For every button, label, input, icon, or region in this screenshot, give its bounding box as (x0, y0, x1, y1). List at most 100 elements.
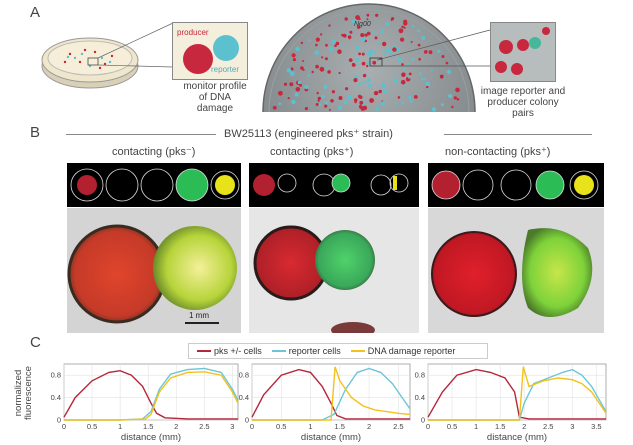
plate-colony (335, 41, 340, 46)
plate-colony (291, 99, 296, 105)
profile-chart-contacting-neg: 0 0.5 1 1.5 2 2.5 3 0 0.4 0.8 distance (mm) (51, 363, 239, 442)
plate-colony (325, 43, 328, 47)
plate-colony (295, 46, 300, 52)
x-tick-label: 1.5 (335, 422, 345, 431)
legend-item-dna-damage: DNA damage reporter (350, 346, 455, 356)
plate-colony (304, 107, 308, 111)
plate-colony (441, 55, 445, 58)
plate-colony (361, 36, 366, 42)
plate-colony (342, 33, 347, 38)
plate-colony (354, 100, 357, 104)
caption-image-pairs: image reporter and producer colony pairs (480, 86, 566, 119)
plate-colony (357, 63, 360, 66)
plate-colony (351, 62, 355, 66)
x-tick-label: 2.5 (543, 422, 553, 431)
plate-colony (314, 50, 320, 55)
plate-colony (330, 99, 334, 103)
plate-colony (393, 74, 397, 77)
x-tick-label: 1 (474, 422, 478, 431)
plate-colony (345, 87, 349, 91)
profile-chart-noncontacting-pos: 0 0.5 1 1.5 2 2.5 3 3.5 0 0.4 0.8 distance (mm) (415, 363, 607, 442)
plate-colony (324, 57, 328, 61)
plate-colony (339, 43, 342, 47)
plate-colony (382, 89, 387, 94)
plate-colony (412, 24, 415, 28)
plate-colony (291, 53, 296, 58)
condition-label-3: non-contacting (pks⁺) (445, 146, 551, 158)
plate-colony (380, 101, 385, 106)
plate-colony (451, 105, 454, 109)
plate-colony (283, 82, 288, 86)
caption-image-line1: image reporter and (480, 86, 566, 97)
plate-colony (289, 71, 295, 77)
plate-colony (290, 67, 294, 71)
y-tick-label: 0.8 (51, 371, 61, 380)
plate-colony (373, 90, 379, 96)
plate-colony (302, 60, 305, 62)
plate-colony (338, 71, 341, 75)
plate-colony (406, 62, 409, 65)
x-tick-label: 0 (426, 422, 430, 431)
fluorescence-strip-2 (249, 163, 419, 207)
y-tick-label: 0.8 (415, 371, 425, 380)
plate-colony (355, 45, 360, 50)
plate-colony (385, 22, 390, 27)
fluorescence-strip-1 (67, 163, 241, 207)
condition-label-1: contacting (pks⁻) (112, 146, 196, 158)
plate-colony (278, 90, 283, 96)
plate-colony (355, 58, 359, 62)
plate-colony (272, 105, 277, 110)
plate-colony (420, 78, 424, 81)
plate-colony (286, 68, 292, 73)
x-tick-label: 0.5 (276, 422, 286, 431)
plate-colony (353, 78, 358, 83)
plate-colony (315, 64, 319, 69)
x-tick-label: 2 (522, 422, 526, 431)
plate-colony (409, 99, 413, 103)
y-tick-label: 0.4 (415, 393, 425, 402)
caption-monitor: monitor profile of DNA damage (180, 81, 250, 114)
plate-colony (366, 64, 369, 68)
plate-colony (331, 39, 337, 44)
plate-colony (423, 50, 428, 54)
series-line-pks-cells (427, 368, 606, 420)
plate-colony (375, 107, 380, 111)
title-rule-right (444, 134, 592, 135)
plate-colony (361, 52, 365, 56)
plate-colony (329, 46, 334, 51)
plate-colony (397, 57, 403, 63)
plate-colony (401, 63, 404, 66)
y-axis-label-line2: fluorescence (23, 366, 34, 420)
plate-colony (400, 37, 405, 42)
plate-colony (417, 29, 420, 33)
plate-colony (307, 74, 311, 78)
microscopy-image-2 (249, 208, 419, 333)
plate-colony (319, 66, 325, 72)
plate-colony (359, 100, 364, 105)
plate-colony (308, 39, 311, 42)
plate-colony (287, 97, 290, 100)
x-tick-label: 1.5 (495, 422, 505, 431)
plate-colony (445, 61, 449, 65)
plate-colony (373, 51, 376, 54)
plate-colony (380, 29, 384, 34)
plate-colony (360, 33, 365, 38)
plate-colony (358, 52, 361, 56)
caption-image-line2: producer colony pairs (487, 97, 559, 119)
plate-colony (390, 18, 393, 21)
plate-colony (401, 101, 404, 105)
plate-colony (375, 13, 379, 17)
series-line-dna-damage-reporter (252, 366, 411, 421)
plate-colony (376, 41, 380, 45)
plate-colony (324, 101, 329, 105)
plate-colony (456, 98, 460, 101)
plate-colony (448, 94, 453, 98)
plate-colony (324, 104, 328, 108)
plate-colony (397, 96, 401, 99)
plate-colony (321, 94, 325, 99)
plate-colony (299, 83, 302, 87)
plate-colony (348, 58, 353, 62)
plate-colony (418, 58, 421, 61)
plate-colony (389, 51, 393, 55)
reporter-label: reporter (211, 65, 240, 74)
